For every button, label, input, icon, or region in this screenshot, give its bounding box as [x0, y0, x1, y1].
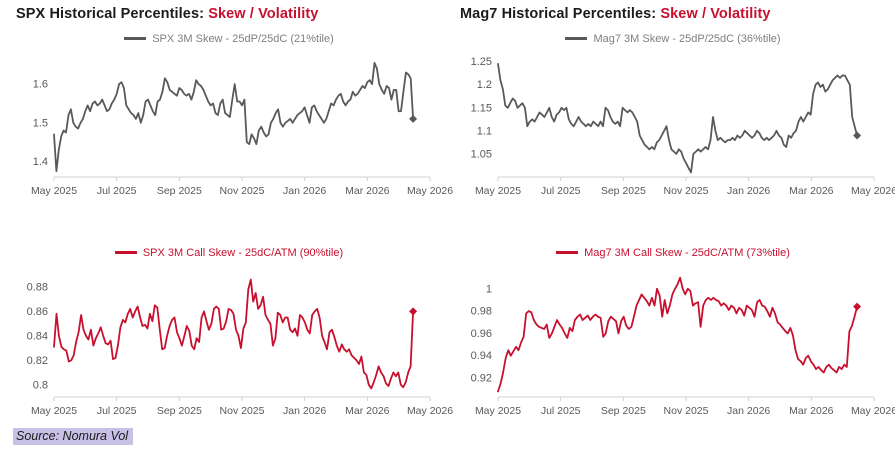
chart-line: [53, 278, 415, 390]
y-tick-label: 0.84: [27, 330, 48, 342]
y-tick-label: 1.15: [471, 102, 492, 114]
x-tick-label: May 2026: [407, 185, 453, 197]
x-tick-label: Jan 2026: [727, 185, 770, 197]
chart-title-mag7: Mag7 Historical Percentiles: Skew / Vola…: [460, 6, 886, 30]
x-tick-label: May 2025: [31, 185, 77, 197]
x-tick-label: Jul 2025: [541, 185, 581, 197]
y-tick-label: 1.4: [33, 156, 48, 168]
legend-label: SPX 3M Skew - 25dP/25dC (21%tile): [152, 32, 334, 45]
x-tick-label: Jul 2025: [541, 405, 581, 417]
x-tick-label: Jan 2026: [727, 405, 770, 417]
x-tick-label: Sep 2025: [157, 405, 202, 417]
line-chart-mag7-call-skew: 0.92 0.94 0.96 0.98 1 May 2025 Jul 2025 Sep 202…: [471, 276, 895, 417]
y-tick-label: 1: [486, 283, 492, 295]
line-chart-mag7-skew: 1.05 1.1 1.15 1.2 1.25 May 2025 Jul 2025 Sep 20…: [471, 56, 895, 197]
x-tick-label: May 2026: [851, 185, 895, 197]
end-marker: [409, 114, 418, 123]
legend-label: Mag7 3M Skew - 25dP/25dC (36%tile): [593, 32, 781, 45]
x-tick-label: Jan 2026: [283, 185, 326, 197]
chart-line: [497, 62, 859, 174]
panel-spx-skew: SPX Historical Percentiles: Skew / Volat…: [16, 6, 453, 209]
chart-title-mag7-red: Skew / Volatility: [660, 6, 771, 22]
legend-line-swatch: [114, 251, 137, 254]
y-tick-label: 1.05: [471, 148, 492, 160]
y-tick-label: 0.8: [33, 379, 48, 391]
y-tick-label: 0.94: [471, 350, 492, 362]
chart-line: [53, 61, 415, 173]
x-tick-label: Sep 2025: [601, 185, 646, 197]
x-tick-label: May 2025: [475, 405, 521, 417]
x-tick-label: Jul 2025: [97, 185, 137, 197]
x-tick-label: Nov 2025: [220, 185, 265, 197]
legend-spx-call-skew: SPX 3M Call Skew - 25dC/ATM (90%tile): [16, 244, 442, 261]
panel-mag7-skew: Mag7 Historical Percentiles: Skew / Vola…: [460, 6, 895, 209]
x-tick-label: Mar 2026: [345, 185, 390, 197]
x-tick-label: May 2026: [407, 405, 453, 417]
end-marker: [853, 302, 862, 311]
x-tick-label: Sep 2025: [157, 185, 202, 197]
legend-spx-skew: SPX 3M Skew - 25dP/25dC (21%tile): [16, 30, 442, 47]
x-tick-label: Nov 2025: [664, 185, 709, 197]
legend-line-swatch: [565, 37, 588, 40]
x-tick-label: Mar 2026: [789, 185, 834, 197]
x-tick-label: Mar 2026: [789, 405, 834, 417]
y-tick-label: 1.25: [471, 56, 492, 68]
end-marker: [853, 131, 862, 140]
legend-label: Mag7 3M Call Skew - 25dC/ATM (73%tile): [584, 246, 790, 259]
legend-label: SPX 3M Call Skew - 25dC/ATM (90%tile): [142, 246, 344, 259]
y-tick-label: 1.1: [477, 125, 492, 137]
chart-title-mag7-black: Mag7 Historical Percentiles:: [460, 6, 657, 22]
x-tick-label: Nov 2025: [220, 405, 265, 417]
legend-line-swatch: [556, 251, 579, 254]
x-tick-label: May 2025: [31, 405, 77, 417]
x-tick-label: Jan 2026: [283, 405, 326, 417]
y-tick-label: 0.86: [27, 306, 48, 318]
x-tick-label: May 2026: [851, 405, 895, 417]
legend-mag7-call-skew: Mag7 3M Call Skew - 25dC/ATM (73%tile): [460, 244, 886, 261]
y-tick-label: 1.2: [477, 79, 492, 91]
x-tick-label: May 2025: [475, 185, 521, 197]
panel-spx-call-skew: SPX 3M Call Skew - 25dC/ATM (90%tile) 0.…: [16, 244, 454, 429]
line-chart-spx-skew: 1.4 1.5 1.6 May 2025 Jul 2025 Sep 2025 Nov 202…: [31, 61, 453, 197]
y-tick-label: 1.6: [33, 79, 48, 91]
y-tick-label: 0.82: [27, 355, 48, 367]
chart-title-spx-red: Skew / Volatility: [208, 6, 319, 22]
legend-line-swatch: [124, 37, 147, 40]
y-tick-label: 0.98: [471, 306, 492, 318]
y-tick-label: 0.92: [471, 373, 492, 385]
y-tick-label: 0.96: [471, 328, 492, 340]
line-chart-spx-call-skew: 0.8 0.82 0.84 0.86 0.88 May 2025 Jul 2025 Sep 2…: [27, 278, 453, 417]
end-marker: [409, 307, 418, 316]
panel-mag7-call-skew: Mag7 3M Call Skew - 25dC/ATM (73%tile) 0…: [460, 244, 895, 429]
chart-title-spx: SPX Historical Percentiles: Skew / Volat…: [16, 6, 442, 30]
x-tick-label: Jul 2025: [97, 405, 137, 417]
legend-mag7-skew: Mag7 3M Skew - 25dP/25dC (36%tile): [460, 30, 886, 47]
y-tick-label: 0.88: [27, 281, 48, 293]
x-tick-label: Nov 2025: [664, 405, 709, 417]
chart-title-spx-black: SPX Historical Percentiles:: [16, 6, 205, 22]
source-note: Source: Nomura Vol: [13, 428, 134, 445]
chart-line: [497, 276, 859, 393]
x-tick-label: Sep 2025: [601, 405, 646, 417]
x-tick-label: Mar 2026: [345, 405, 390, 417]
y-tick-label: 1.5: [33, 117, 48, 129]
